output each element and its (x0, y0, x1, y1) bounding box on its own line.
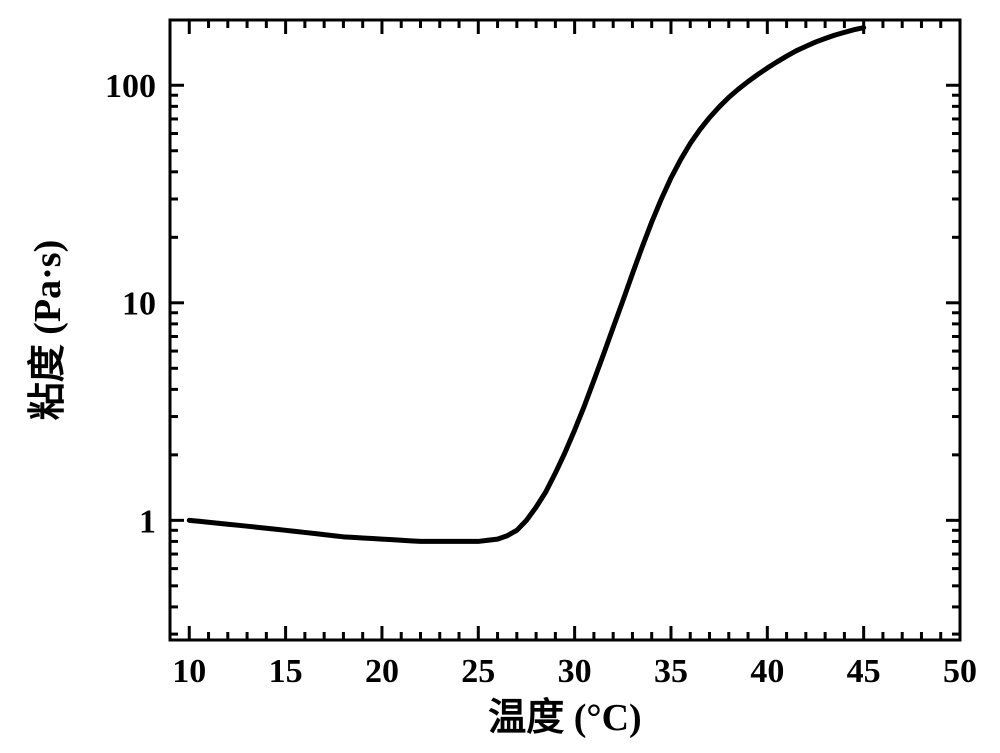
svg-text:10: 10 (172, 653, 206, 690)
svg-text:粘度 (Pa·s): 粘度 (Pa·s) (27, 240, 69, 420)
chart-svg: 10 15 20 25 30 35 40 45 50 1 10 100 温度 (°C) 粘度 (Pa·s) (0, 0, 1000, 753)
svg-text:温度 (°C): 温度 (°C) (488, 697, 641, 739)
svg-text:40: 40 (750, 653, 784, 690)
svg-text:25: 25 (461, 653, 495, 690)
svg-text:20: 20 (365, 653, 399, 690)
svg-text:50: 50 (943, 653, 977, 690)
svg-text:30: 30 (558, 653, 592, 690)
svg-text:10: 10 (122, 286, 156, 323)
svg-text:15: 15 (269, 653, 303, 690)
svg-text:45: 45 (847, 653, 881, 690)
svg-text:35: 35 (654, 653, 688, 690)
svg-text:100: 100 (105, 68, 156, 105)
svg-text:1: 1 (139, 503, 156, 540)
viscosity-chart: 10 15 20 25 30 35 40 45 50 1 10 100 温度 (°C) 粘度 (Pa·s) (0, 0, 1000, 753)
